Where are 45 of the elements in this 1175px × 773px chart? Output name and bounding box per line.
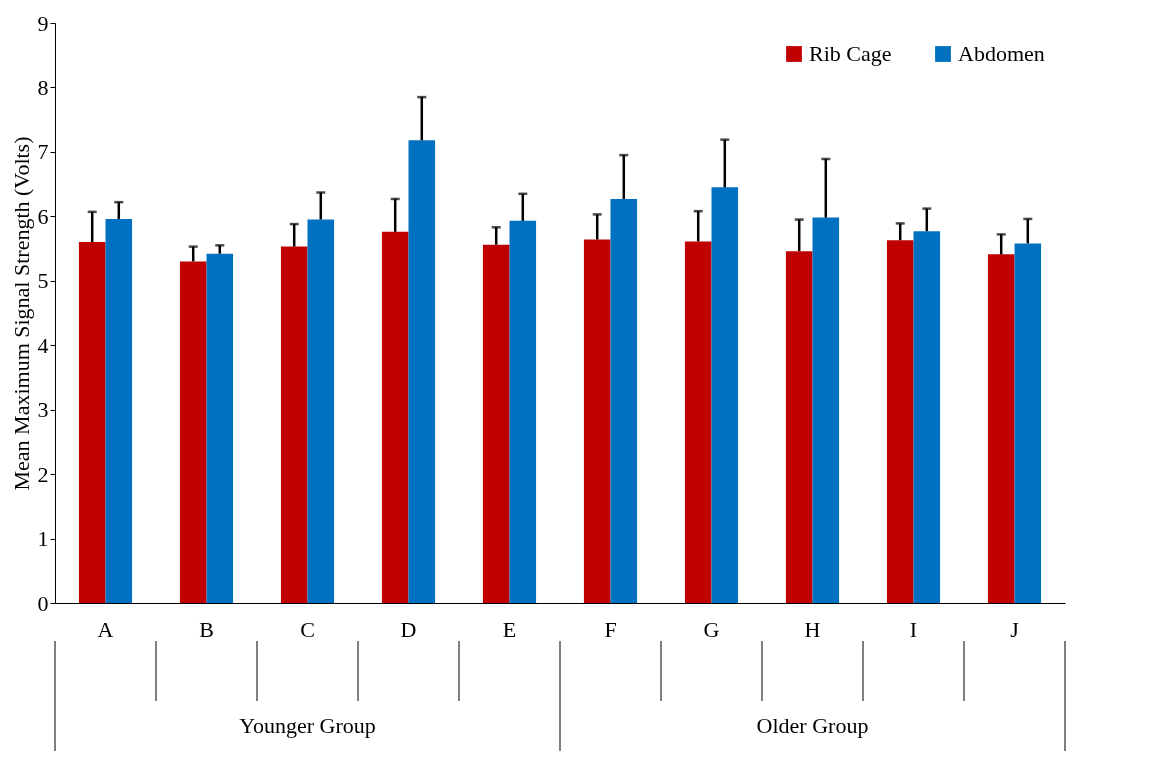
bar (509, 220, 537, 603)
bar (105, 218, 133, 603)
x-tick-label: A (97, 616, 114, 642)
x-tick-label: G (703, 616, 720, 642)
bar (1014, 243, 1042, 603)
bar (610, 198, 638, 603)
legend-label: Rib Cage (809, 41, 892, 66)
bar (812, 217, 840, 603)
bar (987, 254, 1015, 603)
bar (785, 251, 813, 603)
bar (206, 253, 234, 603)
x-tick-label: J (1010, 616, 1020, 642)
y-tick-label: 5 (37, 268, 49, 294)
y-tick-label: 3 (37, 397, 49, 423)
y-tick-label: 2 (37, 461, 49, 487)
bar (913, 231, 941, 603)
x-tick-label: F (604, 616, 617, 642)
x-tick-label: H (804, 616, 821, 642)
bar (307, 219, 335, 603)
x-tick-label: D (400, 616, 417, 642)
y-tick-label: 8 (37, 74, 49, 100)
bar (886, 240, 914, 603)
y-tick-label: 4 (37, 332, 49, 358)
x-tick-label: I (909, 616, 918, 642)
x-tick-label: E (502, 616, 517, 642)
x-tick-label: B (199, 616, 214, 642)
bar (381, 231, 409, 603)
bar (408, 140, 436, 603)
y-tick-label: 7 (37, 139, 49, 165)
bar (482, 244, 510, 603)
y-tick-label: 9 (37, 10, 49, 36)
y-tick-label: 1 (37, 526, 49, 552)
text: Older Group (756, 713, 869, 738)
bar (583, 239, 611, 603)
x-tick-label: C (300, 616, 315, 642)
bar (78, 242, 106, 603)
y-tick-label: 0 (37, 590, 49, 616)
bar (280, 246, 308, 603)
legend-label: Abdomen (958, 41, 1045, 66)
y-axis-title: Mean Maximum Signal Strength (Volts) (8, 136, 34, 491)
bar (179, 261, 207, 603)
bar (711, 187, 739, 603)
y-tick-label: 6 (37, 203, 49, 229)
text: Younger Group (239, 713, 376, 738)
bar (684, 241, 712, 603)
